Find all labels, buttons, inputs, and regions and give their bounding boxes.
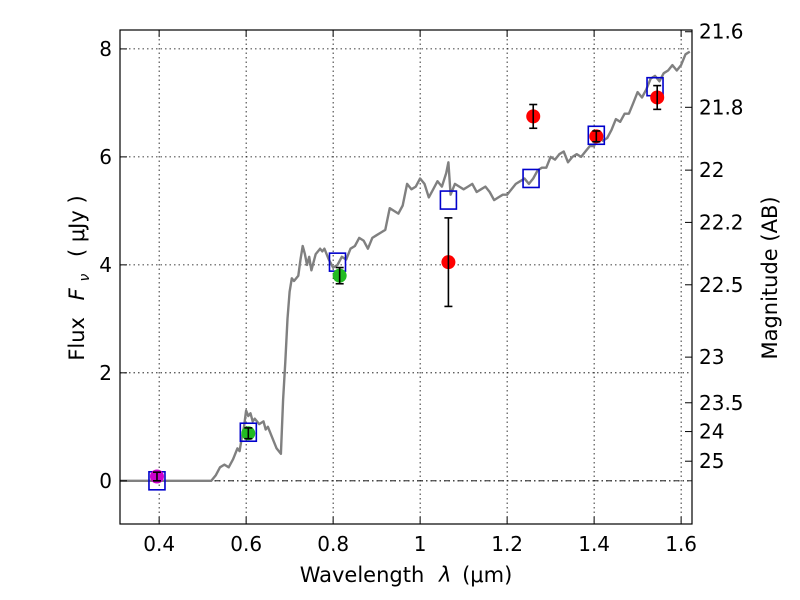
- x-tick-label: 1: [414, 532, 427, 556]
- x-tick-label: 1.4: [578, 532, 610, 556]
- model-photometry-square: [328, 252, 347, 272]
- x-tick-label: 0.8: [317, 532, 349, 556]
- model-photometry-square: [439, 190, 458, 210]
- x-axis: 0.4 0.6 0.8 1 1.2 1.4 1.6: [143, 30, 697, 556]
- magnitude-tick-label: 21.8: [699, 95, 744, 119]
- magnitude-tick-label: 22.5: [699, 273, 744, 297]
- y-tick-label: 8: [99, 37, 112, 61]
- magnitude-tick-label: 22: [699, 158, 724, 182]
- x-tick-label: 1.2: [491, 532, 523, 556]
- magnitude-tick-label: 24: [699, 420, 724, 444]
- magnitude-tick-label: 23.5: [699, 391, 744, 415]
- magnitude-axis: 21.6 21.8 22 22.2 22.5 23 23.5 24 25: [685, 20, 744, 473]
- y-axis-label: Flux F ν ( μJy ): [65, 195, 94, 360]
- model-photometry-square: [522, 168, 540, 189]
- magnitude-tick-label: 22.2: [699, 210, 744, 234]
- sed-series: [120, 50, 691, 482]
- observed-photometry-series: [149, 84, 665, 484]
- x-tick-label: 0.4: [143, 532, 175, 556]
- x-tick-label: 1.6: [665, 532, 697, 556]
- magnitude-tick-label: 21.6: [699, 20, 744, 44]
- x-tick-label: 0.6: [230, 532, 262, 556]
- y-tick-label: 6: [99, 145, 112, 169]
- magnitude-tick-label: 25: [699, 449, 724, 473]
- sed-line: [120, 50, 691, 482]
- y-tick-label: 2: [99, 361, 112, 385]
- plot-frame: [119, 29, 693, 525]
- y-tick-label: 0: [99, 469, 112, 493]
- y-tick-label: 4: [99, 253, 112, 277]
- magnitude-axis-label: Magnitude (AB): [758, 196, 782, 359]
- y-axis: 0 2 4 6 8: [99, 37, 127, 493]
- magnitude-tick-label: 23: [699, 345, 724, 369]
- model-photometry-square: [587, 125, 606, 146]
- grid-lines: [120, 30, 692, 524]
- model-photometry-square: [239, 422, 258, 443]
- model-photometry-series: [148, 76, 664, 491]
- x-axis-label: Wavelength λ (μm): [300, 563, 513, 587]
